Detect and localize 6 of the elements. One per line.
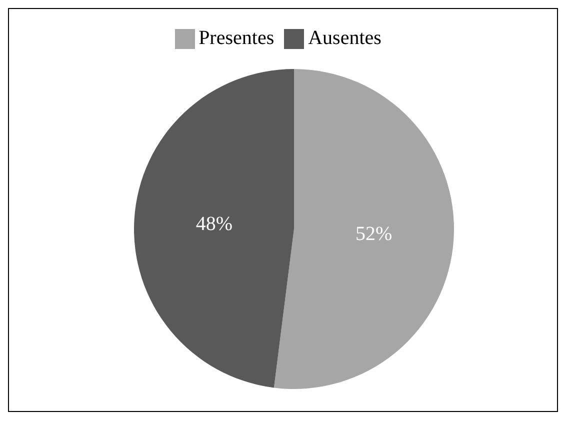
pie-slice: [134, 69, 294, 388]
pie-slice: [274, 69, 454, 389]
data-label: 48%: [196, 212, 232, 235]
legend-label: Presentes: [198, 27, 274, 49]
legend-label: Ausentes: [308, 27, 382, 49]
data-label: 52%: [356, 223, 392, 246]
